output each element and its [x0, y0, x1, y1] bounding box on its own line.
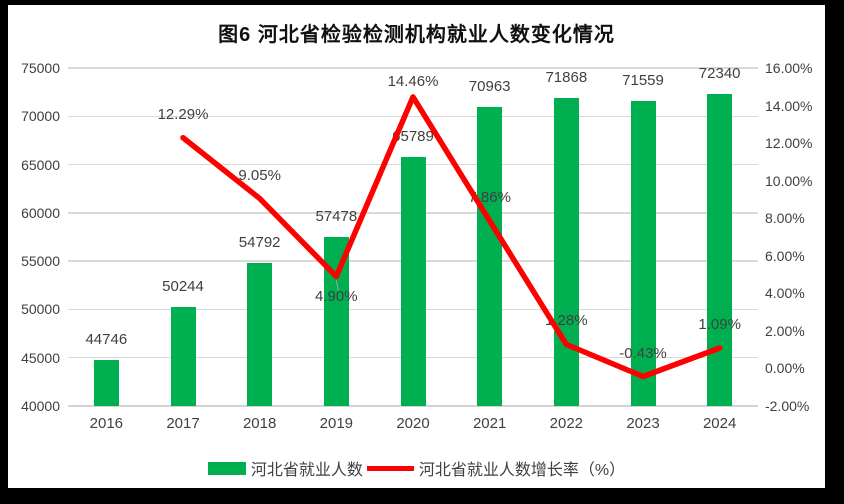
y2-axis-tick-label: 8.00% — [765, 210, 805, 227]
legend: 河北省就业人数 河北省就业人数增长率（%） — [8, 456, 825, 480]
bar-value-label: 54792 — [238, 234, 281, 252]
bar-value-label: 71868 — [545, 69, 588, 87]
x-axis-line — [68, 405, 758, 408]
gridline — [68, 115, 758, 118]
y2-axis-tick-label: 2.00% — [765, 322, 805, 339]
y-axis-tick-label: 60000 — [21, 204, 60, 221]
bar-value-label: 72340 — [698, 64, 741, 82]
bar-value-label: 65789 — [392, 127, 434, 145]
legend-item: 河北省就业人数增长率（%） — [366, 456, 626, 480]
chart-canvas: 图6 河北省检验检测机构就业人数变化情况 75000 70000 65000 6000… — [8, 5, 825, 488]
x-axis-tick-label: 2019 — [319, 415, 354, 432]
bar-value-label: 71559 — [622, 72, 664, 90]
bar — [170, 307, 196, 406]
y2-axis-tick-label: 4.00% — [765, 285, 805, 302]
bar — [630, 101, 656, 406]
bar — [400, 156, 426, 406]
bar-value-label: 50244 — [162, 278, 204, 296]
line-point-label: 1.09% — [698, 315, 741, 333]
y2-axis-tick-label: 6.00% — [765, 247, 805, 264]
line-point-label: 12.29% — [157, 105, 209, 123]
plot-area: 75000 70000 65000 60000 55000 50000 45000 40000… — [8, 5, 825, 488]
y2-axis-tick-label: 16.00% — [765, 60, 813, 76]
gridline — [68, 67, 758, 69]
bar — [247, 263, 273, 406]
bar — [477, 106, 503, 406]
line-point-label: 9.05% — [238, 166, 281, 184]
x-axis-tick-label: 2023 — [626, 415, 660, 432]
x-axis-tick-label: 2021 — [472, 415, 507, 432]
x-axis-tick-label: 2016 — [89, 415, 124, 432]
growth-line — [180, 94, 723, 380]
bar-value-label: 44746 — [85, 331, 128, 349]
chart-title: 图6 河北省检验检测机构就业人数变化情况 — [218, 24, 615, 46]
x-axis-tick-label: 2024 — [702, 415, 737, 432]
x-axis-tick-label: 2022 — [549, 415, 584, 432]
y-axis-tick-label: 55000 — [21, 253, 60, 270]
y2-axis-tick-label: 0.00% — [765, 360, 805, 377]
bar-value-label: 57478 — [315, 208, 358, 226]
y-axis-tick-label: 65000 — [21, 156, 60, 173]
y-axis-tick-label: 70000 — [21, 108, 60, 125]
growth-line-svg — [180, 94, 723, 380]
legend-label: 河北省就业人数增长率（%） — [418, 462, 626, 479]
line-point-label: 14.46% — [387, 73, 439, 90]
y-axis-tick-label: 75000 — [21, 60, 60, 76]
bar — [553, 98, 579, 406]
legend-label: 河北省就业人数 — [250, 462, 363, 479]
y2-axis-tick-label: -2.00% — [765, 398, 810, 414]
y2-axis-tick-label: 10.00% — [765, 172, 813, 189]
line-point-label: -0.43% — [619, 344, 667, 362]
bar-value-label: 70963 — [468, 77, 511, 95]
y-axis-tick-label: 40000 — [21, 398, 60, 414]
x-axis-tick-label: 2020 — [396, 415, 430, 432]
line-point-label: 4.90% — [315, 288, 358, 306]
y-axis-tick-label: 50000 — [21, 301, 60, 318]
legend-line-swatch — [366, 465, 414, 471]
label-leader-line — [335, 280, 339, 291]
x-axis-tick-label: 2017 — [166, 415, 200, 432]
legend-bar-swatch — [207, 461, 246, 475]
x-axis-tick-label: 2018 — [242, 415, 277, 432]
y2-axis-tick-label: 12.00% — [765, 135, 813, 152]
y-axis-tick-label: 45000 — [21, 349, 60, 366]
y2-axis-tick-label: 14.00% — [765, 97, 813, 114]
bar — [93, 360, 119, 406]
legend-item: 河北省就业人数 — [207, 456, 363, 480]
